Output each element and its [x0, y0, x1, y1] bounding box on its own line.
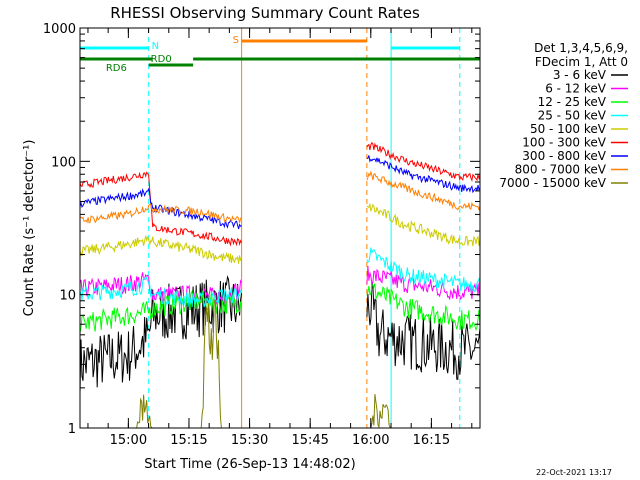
legend-entry-5: 100 - 300 keV — [522, 136, 606, 150]
x-tick-label-2: 15:30 — [231, 433, 268, 448]
series-line-3 — [79, 247, 481, 308]
y-tick-label-1: 10 — [59, 289, 76, 304]
x-tick-label-0: 15:00 — [110, 433, 147, 448]
y-axis-label: Count Rate (s⁻¹ detector⁻¹) — [22, 140, 37, 317]
x-tick-label-3: 15:45 — [291, 433, 328, 448]
plot-area: N S RD6 RD0 — [79, 28, 481, 429]
legend-header-line-2: FDecim 1, Att 0 — [535, 55, 628, 69]
legend-header-line-1: Det 1,3,4,5,6,9, — [534, 41, 628, 55]
series-line-6 — [79, 155, 481, 230]
series-line-8 — [80, 299, 480, 429]
x-tick-label-1: 15:15 — [170, 433, 207, 448]
x-axis-label: Start Time (26-Sep-13 14:48:02) — [144, 457, 355, 472]
series-line-0 — [79, 275, 481, 394]
flag-label-2: RD6 — [106, 63, 127, 74]
timestamp: 22-Oct-2021 13:17 — [536, 468, 612, 477]
y-tick-label-3: 1000 — [43, 22, 76, 37]
legend-entry-8: 7000 - 15000 keV — [499, 176, 606, 190]
series-line-5 — [79, 141, 481, 247]
y-tick-label-0: 1 — [68, 422, 76, 437]
legend-entry-7: 800 - 7000 keV — [515, 163, 607, 177]
axes-frame — [79, 27, 481, 429]
x-tick-label-5: 16:15 — [413, 433, 450, 448]
series-line-1 — [79, 265, 481, 308]
x-tick-label-4: 16:00 — [352, 433, 389, 448]
legend-entry-4: 50 - 100 keV — [530, 122, 607, 136]
flag-label-1: S — [233, 35, 239, 46]
y-tick-label-2: 100 — [51, 155, 76, 170]
axes: 1 10 100 1000 15:00 15:15 15:30 15:45 16:00 16:15 — [43, 22, 481, 448]
series-line-7 — [79, 170, 481, 224]
legend-entry-3: 25 - 50 keV — [538, 109, 607, 123]
series-line-4 — [79, 203, 481, 264]
legend-entry-1: 6 - 12 keV — [545, 82, 607, 96]
legend-entry-6: 300 - 800 keV — [522, 149, 606, 163]
chart-title: RHESSI Observing Summary Count Rates — [110, 4, 420, 22]
legend-entry-0: 3 - 6 keV — [553, 68, 607, 82]
flag-label-0: N — [152, 41, 159, 52]
legend-entry-2: 12 - 25 keV — [538, 95, 607, 109]
flag-label-3: RD0 — [151, 54, 172, 65]
